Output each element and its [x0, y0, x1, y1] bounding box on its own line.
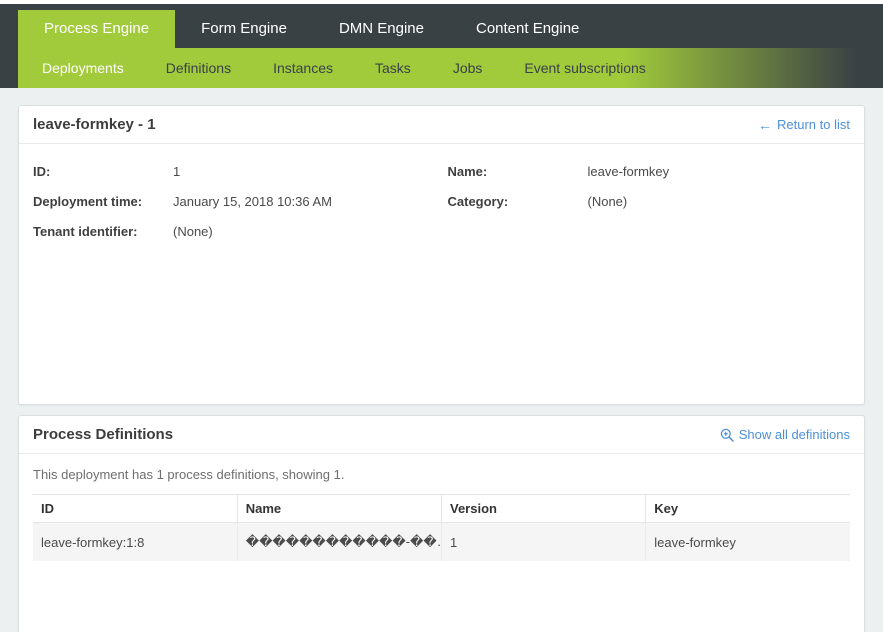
subtab-tasks[interactable]: Tasks: [375, 60, 411, 76]
definitions-table-header-row: ID Name Version Key: [33, 494, 850, 523]
cell-definition-name: ������������-��…: [237, 522, 443, 561]
field-id: ID: 1: [33, 164, 436, 179]
deployment-fields: ID: 1 Name: leave-formkey Deployment tim…: [19, 144, 864, 259]
definitions-table-wrap: ID Name Version Key leave-formkey:1:8 ��…: [19, 494, 864, 561]
field-deployment-time-value: January 15, 2018 10:36 AM: [173, 194, 333, 209]
process-engine-subnav: Deployments Definitions Instances Tasks …: [18, 48, 883, 88]
field-id-label: ID:: [33, 164, 51, 179]
show-all-definitions-label: Show all definitions: [738, 427, 850, 442]
show-all-definitions-link[interactable]: Show all definitions: [720, 427, 850, 442]
field-tenant-identifier-label: Tenant identifier:: [33, 224, 138, 239]
cell-definition-id: leave-formkey:1:8: [33, 522, 238, 561]
deployment-title: leave-formkey - 1: [33, 116, 156, 133]
cell-definition-key: leave-formkey: [645, 522, 850, 561]
tab-content-engine[interactable]: Content Engine: [475, 20, 580, 37]
field-name-value: leave-formkey: [587, 164, 670, 179]
process-definitions-panel: Process Definitions Show all definitions…: [18, 415, 865, 632]
definitions-table: ID Name Version Key leave-formkey:1:8 ��…: [33, 494, 850, 561]
definition-table-row[interactable]: leave-formkey:1:8 ������������-��… 1 lea…: [33, 522, 850, 561]
definitions-title: Process Definitions: [33, 426, 174, 443]
top-crop-strip: [0, 0, 883, 4]
tab-process-engine[interactable]: Process Engine: [18, 10, 176, 48]
tab-dmn-engine[interactable]: DMN Engine: [338, 20, 424, 37]
subtab-definitions[interactable]: Definitions: [165, 60, 232, 76]
deployment-detail-panel: leave-formkey - 1 ← Return to list ID: 1…: [18, 105, 865, 405]
return-to-list-link[interactable]: ← Return to list: [758, 117, 850, 133]
field-category-value: (None): [587, 194, 628, 209]
field-deployment-time-label: Deployment time:: [33, 194, 143, 209]
deployment-panel-header: leave-formkey - 1 ← Return to list: [19, 106, 864, 144]
field-tenant-identifier: Tenant identifier: (None): [33, 224, 436, 239]
subtab-deployments[interactable]: Deployments: [42, 60, 124, 76]
subtab-event-subscriptions[interactable]: Event subscriptions: [524, 60, 646, 76]
column-header-id: ID: [33, 494, 238, 523]
definitions-panel-header: Process Definitions Show all definitions: [19, 416, 864, 454]
tab-form-engine[interactable]: Form Engine: [201, 20, 287, 37]
field-name: Name: leave-formkey: [448, 164, 851, 179]
zoom-in-magnifier-icon: [720, 428, 734, 442]
column-header-key: Key: [645, 494, 850, 523]
field-deployment-time: Deployment time: January 15, 2018 10:36 …: [33, 194, 436, 209]
field-category: Category: (None): [448, 194, 851, 209]
field-id-value: 1: [173, 164, 181, 179]
engine-tab-bar: Process Engine Form Engine DMN Engine Co…: [0, 4, 883, 48]
field-category-label: Category:: [447, 194, 509, 209]
subtab-instances[interactable]: Instances: [273, 60, 334, 76]
field-name-label: Name:: [447, 164, 488, 179]
field-tenant-identifier-value: (None): [173, 224, 213, 239]
return-to-list-label: Return to list: [777, 117, 850, 132]
definitions-summary-text: This deployment has 1 process definition…: [33, 467, 345, 482]
cell-definition-version: 1: [441, 522, 647, 561]
left-arrow-icon: ←: [758, 116, 773, 133]
subtab-jobs[interactable]: Jobs: [452, 60, 483, 76]
column-header-version: Version: [441, 494, 647, 523]
column-header-name: Name: [237, 494, 443, 523]
main-navigation: Process Engine Form Engine DMN Engine Co…: [0, 4, 883, 88]
